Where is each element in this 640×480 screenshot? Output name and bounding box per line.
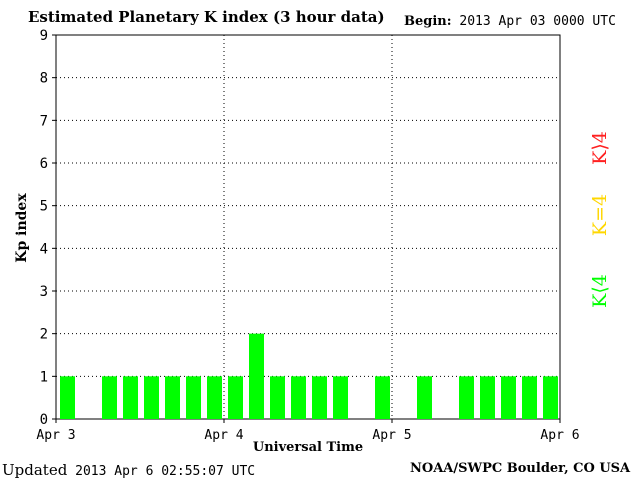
y-tick-label: 4 bbox=[40, 241, 48, 257]
kp-bar bbox=[123, 376, 138, 419]
kp-bar bbox=[480, 376, 495, 419]
credit-text: NOAA/SWPC Boulder, CO USA bbox=[410, 461, 631, 476]
kp-bar bbox=[417, 376, 432, 419]
y-tick-label: 9 bbox=[40, 28, 48, 44]
kp-bar bbox=[270, 376, 285, 419]
y-tick-label: 5 bbox=[40, 199, 48, 215]
kp-bar bbox=[291, 376, 306, 419]
y-tick-label: 2 bbox=[40, 327, 48, 343]
begin-info: Begin: 2013 Apr 03 0000 UTC bbox=[404, 14, 616, 29]
y-tick-label: 1 bbox=[40, 369, 48, 385]
kp-bar bbox=[207, 376, 222, 419]
kp-bar bbox=[228, 376, 243, 419]
plot-frame bbox=[55, 34, 561, 420]
x-tick-label: Apr 6 bbox=[540, 428, 579, 443]
kp-bar bbox=[333, 376, 348, 419]
updated-label: Updated bbox=[2, 461, 68, 479]
x-tick-label: Apr 5 bbox=[372, 428, 411, 443]
chart-title: Estimated Planetary K index (3 hour data… bbox=[28, 8, 385, 26]
y-tick-label: 6 bbox=[40, 156, 48, 172]
legend-high: K⟩4 bbox=[589, 131, 611, 165]
legend-equal: K=4 bbox=[589, 193, 611, 237]
kp-bar bbox=[543, 376, 558, 419]
y-axis-label: Kp index bbox=[14, 193, 30, 263]
y-tick-label: 8 bbox=[40, 71, 48, 87]
kp-bar bbox=[186, 376, 201, 419]
updated-value: 2013 Apr 6 02:55:07 UTC bbox=[75, 464, 256, 479]
legend-low: K⟨4 bbox=[589, 274, 611, 308]
y-tick-label: 0 bbox=[40, 412, 48, 428]
updated-info: Updated 2013 Apr 6 02:55:07 UTC bbox=[2, 461, 255, 479]
x-tick-label: Apr 3 bbox=[36, 428, 75, 443]
kp-bar bbox=[501, 376, 516, 419]
kp-bar bbox=[165, 376, 180, 419]
x-axis-label: Universal Time bbox=[252, 440, 364, 455]
x-tick-label: Apr 4 bbox=[204, 428, 243, 443]
begin-value: 2013 Apr 03 0000 UTC bbox=[459, 14, 616, 29]
begin-label: Begin: bbox=[404, 14, 452, 29]
kp-bar bbox=[60, 376, 75, 419]
kp-bar bbox=[144, 376, 159, 419]
kp-bar bbox=[459, 376, 474, 419]
kp-bar bbox=[312, 376, 327, 419]
kp-bar bbox=[375, 376, 390, 419]
kp-bar bbox=[249, 333, 264, 419]
kp-bar bbox=[102, 376, 117, 419]
y-tick-label: 3 bbox=[40, 284, 48, 300]
y-tick-label: 7 bbox=[40, 113, 48, 129]
kp-bar bbox=[522, 376, 537, 419]
